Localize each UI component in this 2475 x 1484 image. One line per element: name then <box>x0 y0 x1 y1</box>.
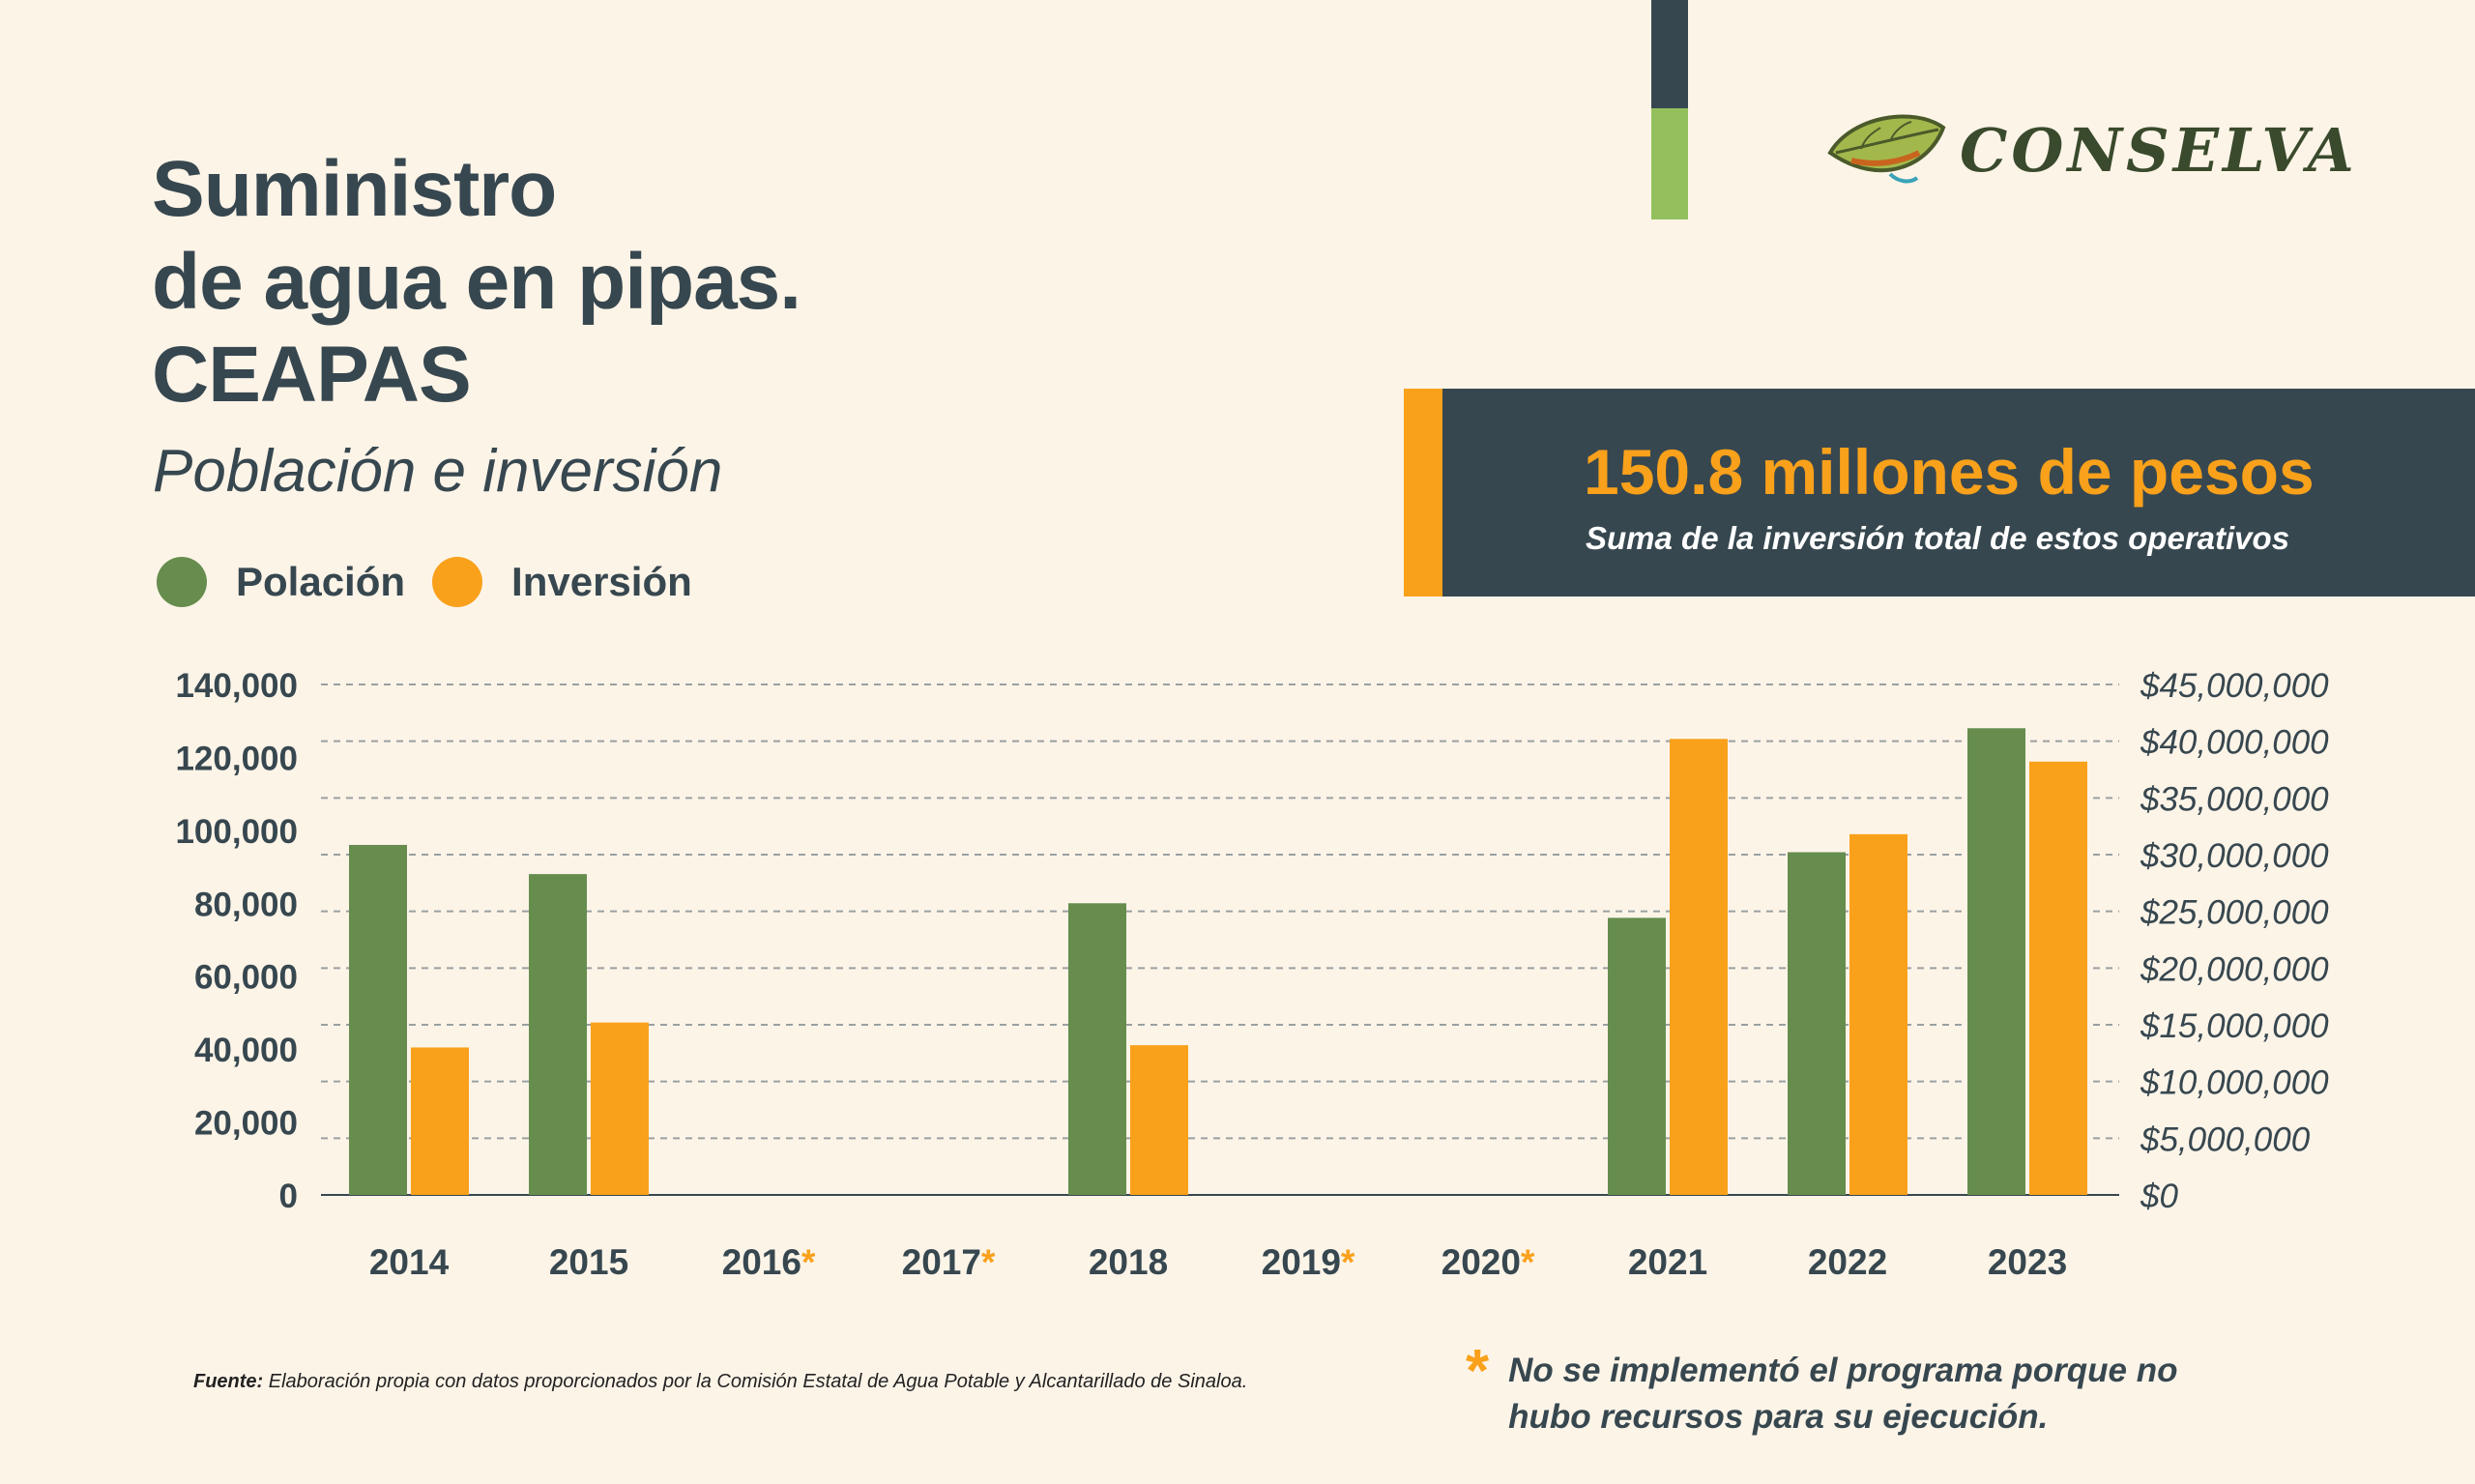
x-tick-label: 2021 <box>1628 1242 1707 1282</box>
y-right-tick-label: $10,000,000 <box>2140 1064 2329 1102</box>
y-left-tick-label: 0 <box>279 1178 298 1215</box>
x-tick-label: 2023 <box>1988 1242 2067 1282</box>
y-right-tick-label: $25,000,000 <box>2140 894 2329 932</box>
chart-legend: Polación Inversión <box>157 557 719 607</box>
y-right-tick-label: $15,000,000 <box>2140 1007 2329 1045</box>
y-right-tick-label: $40,000,000 <box>2140 724 2329 762</box>
banner-amount: 150.8 millones de pesos <box>1584 436 2315 508</box>
logo: CONSELVA <box>1822 106 2358 193</box>
y-left-tick-label: 120,000 <box>175 740 298 777</box>
decorative-bar-green <box>1651 108 1688 219</box>
legend-item-inversion: Inversión <box>432 557 692 607</box>
x-tick-label: 2015 <box>549 1242 628 1282</box>
y-right-tick-label: $20,000,000 <box>2140 950 2329 988</box>
asterisk-mark: * <box>1341 1242 1355 1282</box>
legend-label: Inversión <box>511 559 692 604</box>
bar-poblacion <box>529 874 587 1195</box>
logo-text: CONSELVA <box>1960 114 2358 186</box>
x-tick-label: 2014 <box>369 1242 450 1282</box>
bar-poblacion <box>1788 852 1846 1195</box>
banner-caption: Suma de la inversión total de estos oper… <box>1586 520 2290 556</box>
bar-poblacion <box>1967 728 2025 1195</box>
title-line-1: Suministro <box>152 145 557 233</box>
title-line-3: CEAPAS <box>152 331 472 419</box>
banner-accent <box>1404 389 1442 597</box>
asterisk-mark: * <box>801 1242 816 1282</box>
page-subtitle: Población e inversión <box>153 438 723 505</box>
x-tick-label: 2020* <box>1441 1242 1535 1282</box>
bar-inversion <box>411 1047 469 1195</box>
legend-item-poblacion: Polación <box>157 557 405 607</box>
y-left-tick-label: 80,000 <box>194 886 298 923</box>
y-left-tick-label: 140,000 <box>175 667 298 705</box>
x-tick-label: 2022 <box>1808 1242 1887 1282</box>
x-tick-label: 2017* <box>902 1242 996 1282</box>
title-line-2: de agua en pipas. <box>152 238 801 326</box>
y-left-tick-label: 20,000 <box>194 1105 298 1143</box>
page-title: Suministro de agua en pipas. CEAPAS <box>152 143 801 422</box>
legend-dot-green <box>157 557 207 607</box>
asterisk-mark: * <box>1521 1242 1535 1282</box>
investment-banner: 150.8 millones de pesos Suma de la inver… <box>1404 389 2475 597</box>
bar-inversion <box>2029 761 2087 1195</box>
bar-inversion <box>1130 1045 1188 1195</box>
bar-inversion <box>1849 833 1907 1195</box>
bar-poblacion <box>349 844 407 1195</box>
source-text: Elaboración propia con datos proporciona… <box>263 1371 1248 1392</box>
bar-inversion <box>591 1022 649 1195</box>
y-right-tick-label: $5,000,000 <box>2140 1120 2311 1158</box>
footnote: * No se implementó el programa porque no… <box>1466 1338 2243 1440</box>
x-tick-label: 2019* <box>1262 1242 1355 1282</box>
legend-label: Polación <box>236 559 406 604</box>
source-note: Fuente: Elaboración propia con datos pro… <box>193 1371 1247 1393</box>
leaf-logo-icon <box>1827 114 1946 184</box>
legend-dot-orange <box>432 557 483 607</box>
y-left-tick-label: 100,000 <box>175 813 298 851</box>
asterisk-mark: * <box>981 1242 996 1282</box>
x-tick-label: 2016* <box>722 1242 816 1282</box>
asterisk-icon: * <box>1466 1338 1490 1405</box>
y-right-tick-label: $45,000,000 <box>2140 667 2329 705</box>
bar-poblacion <box>1608 917 1666 1195</box>
x-tick-label: 2018 <box>1089 1242 1168 1282</box>
bar-poblacion <box>1068 903 1126 1195</box>
source-label: Fuente: <box>193 1371 264 1392</box>
y-right-tick-label: $35,000,000 <box>2140 780 2329 818</box>
y-left-tick-label: 40,000 <box>194 1032 298 1069</box>
bar-inversion <box>1670 739 1728 1195</box>
decorative-bar-dark <box>1651 0 1688 108</box>
y-left-tick-label: 60,000 <box>194 959 298 997</box>
y-right-tick-label: $30,000,000 <box>2140 837 2329 875</box>
footnote-text: No se implementó el programa porque no h… <box>1508 1352 2178 1436</box>
y-right-tick-label: $0 <box>2140 1178 2178 1215</box>
